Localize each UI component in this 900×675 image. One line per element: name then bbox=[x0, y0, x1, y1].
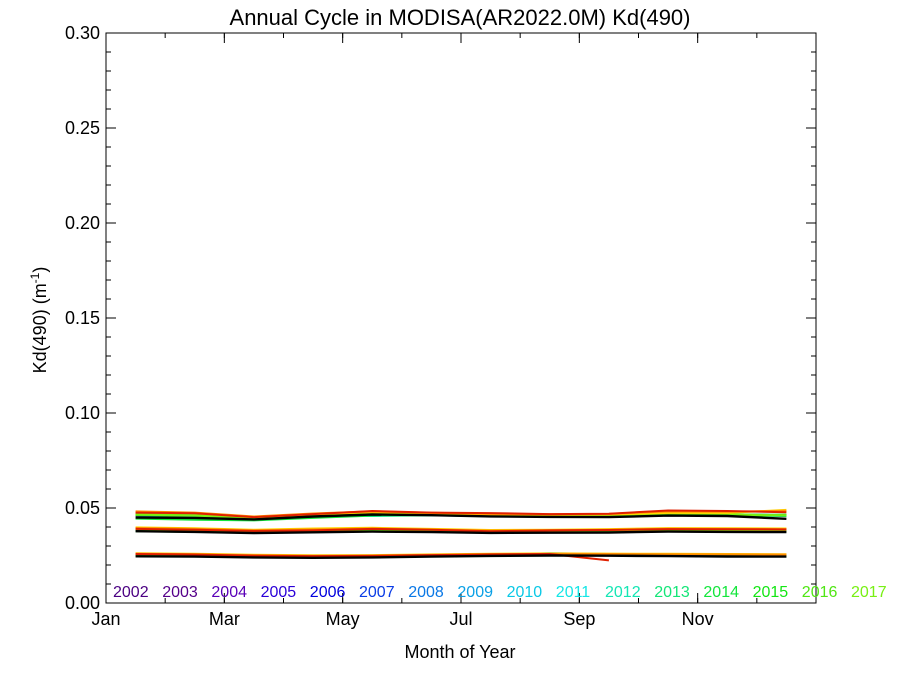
axes-layer: 0.00 0.05 0.10 0.15 0.20 0.25 0.30 Jan Mar May Jul… bbox=[65, 23, 817, 629]
x-tick-label: Nov bbox=[682, 609, 714, 629]
legend-entry-2012: 2012 bbox=[605, 584, 641, 601]
y-axis-label-superscript: -1 bbox=[28, 272, 42, 283]
legend-entry-2009: 2009 bbox=[457, 584, 493, 601]
legend-entry-2013: 2013 bbox=[654, 584, 690, 601]
series-line bbox=[135, 554, 787, 559]
y-axis-label: Kd(490) (m-1) bbox=[28, 267, 50, 374]
legend-entry-2004: 2004 bbox=[211, 584, 247, 601]
legend-entry-2003: 2003 bbox=[162, 584, 198, 601]
x-tick-label: Sep bbox=[563, 609, 595, 629]
y-tick-label: 0.05 bbox=[65, 498, 100, 518]
legend-entry-2011: 2011 bbox=[556, 584, 591, 601]
legend-entry-2016: 2016 bbox=[802, 584, 838, 601]
legend-entry-2010: 2010 bbox=[507, 584, 543, 601]
y-tick-label: 0.30 bbox=[65, 23, 100, 43]
series-line bbox=[135, 530, 787, 535]
y-tick-label: 0.00 bbox=[65, 593, 100, 613]
legend-entry-2005: 2005 bbox=[261, 584, 297, 601]
x-tick-label: Mar bbox=[209, 609, 240, 629]
x-tick-label: Jan bbox=[91, 609, 120, 629]
series-line bbox=[135, 527, 787, 533]
y-tick-label: 0.15 bbox=[65, 308, 100, 328]
y-tick-label: 0.20 bbox=[65, 213, 100, 233]
series-unlabeled-19 bbox=[135, 513, 787, 559]
series-2014 bbox=[135, 513, 787, 558]
series-line bbox=[135, 509, 787, 519]
legend-entry-2006: 2006 bbox=[310, 584, 346, 601]
y-tick-label: 0.10 bbox=[65, 403, 100, 423]
legend-entry-2014: 2014 bbox=[703, 584, 739, 601]
legend-entry-2007: 2007 bbox=[359, 584, 395, 601]
y-axis-label-main: Kd(490) (m bbox=[30, 283, 50, 373]
series-line bbox=[135, 553, 610, 562]
x-tick-label: Jul bbox=[449, 609, 472, 629]
chart-title: Annual Cycle in MODISA(AR2022.0M) Kd(490… bbox=[230, 5, 691, 30]
y-tick-label: 0.25 bbox=[65, 118, 100, 138]
legend-entry-2015: 2015 bbox=[753, 584, 789, 601]
series-layer bbox=[135, 508, 787, 562]
legend-entry-2017: 2017 bbox=[851, 584, 887, 601]
legend-entry-2002: 2002 bbox=[113, 584, 149, 601]
legend-entry-2008: 2008 bbox=[408, 584, 444, 601]
legend: 2002 2003 2004 2005 2006 2007 2008 2009 2010 2011… bbox=[113, 584, 887, 601]
series-unlabeled-18 bbox=[135, 509, 787, 562]
y-axis-label-close: ) bbox=[30, 267, 50, 273]
x-tick-label: May bbox=[326, 609, 360, 629]
x-axis-label: Month of Year bbox=[404, 642, 515, 662]
series-line bbox=[135, 513, 787, 521]
